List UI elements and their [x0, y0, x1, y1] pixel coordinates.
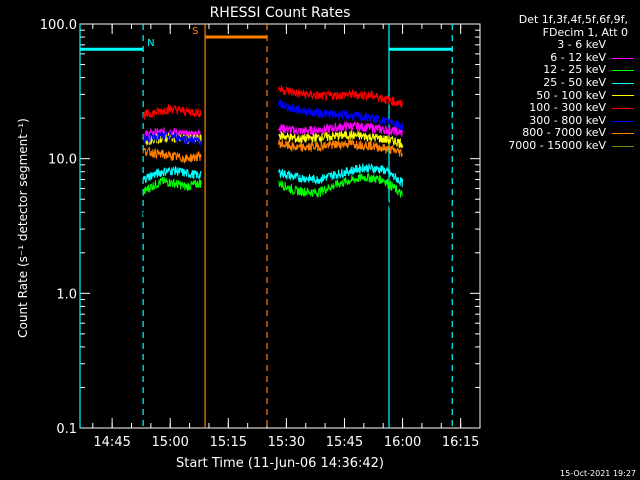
legend-swatch: [612, 133, 634, 135]
legend-label: 100 - 300 keV: [529, 101, 606, 115]
legend-swatch: [612, 107, 634, 109]
series-line: [278, 162, 404, 188]
plot-frame: [79, 23, 481, 429]
legend-entry: 25 - 50 keV: [482, 75, 634, 90]
legend-swatch: [612, 57, 634, 59]
legend-entry: 800 - 7000 keV: [482, 127, 634, 140]
legend-label: 12 - 25 keV: [543, 63, 606, 77]
legend-swatch: [612, 44, 634, 47]
x-axis-label: Start Time (11-Jun-06 14:36:42): [176, 456, 384, 471]
series-line: [278, 137, 404, 158]
legend-swatch: [612, 95, 634, 97]
legend-header-line1: Det 1f,3f,4f,5f,6f,9f,: [518, 13, 628, 26]
legend-entry: 50 - 100 keV: [482, 88, 634, 103]
y-tick-label: 10.0: [48, 153, 77, 168]
x-tick-label: 15:30: [268, 435, 305, 450]
legend-swatch: [612, 120, 634, 122]
legend-label: 50 - 100 keV: [536, 88, 606, 102]
legend-label: 7000 - 15000 keV: [508, 138, 606, 152]
series-line: [278, 85, 403, 109]
series-line: [142, 103, 202, 120]
series-line: [142, 198, 202, 219]
chart-axes: 0.1 1.0 10.0 100.0 14:45 15:00 15:15 15:30 15:45…: [40, 18, 481, 450]
legend-entry: 12 - 25 keV: [482, 64, 634, 77]
x-tick-label: 16:00: [384, 435, 421, 450]
legend-label: 300 - 800 keV: [529, 113, 606, 127]
legend-label: 800 - 7000 keV: [522, 126, 606, 140]
series-line: [278, 120, 403, 137]
series-line: [142, 166, 202, 184]
attenuator-annotations: NS: [79, 24, 453, 428]
chart-title: RHESSI Count Rates: [210, 5, 351, 21]
y-tick-label: 100.0: [40, 18, 77, 33]
legend-entry: 100 - 300 keV: [482, 102, 634, 115]
series-line: [142, 130, 202, 146]
y-axis-label: Count Rate (s⁻¹ detector segment⁻¹): [16, 118, 30, 338]
legend-entries: 3 - 6 keV 6 - 12 keV 12 - 25 keV 25 - 50 ke…: [482, 39, 634, 152]
series-line: [142, 176, 202, 197]
x-tick-label: 14:45: [93, 435, 130, 450]
series-line: [142, 146, 202, 164]
legend-entry: 7000 - 15000 keV: [482, 138, 634, 153]
legend-entry: 300 - 800 keV: [482, 113, 634, 128]
x-tick-label: 15:15: [210, 435, 247, 450]
series-line: [278, 173, 404, 199]
x-tick-label: 15:00: [151, 435, 188, 450]
legend-header-line2: FDecim 1, Att 0: [542, 25, 628, 39]
y-tick-label: 1.0: [56, 287, 77, 302]
annotation-label: N: [147, 38, 154, 49]
series-line: [278, 129, 404, 149]
legend: Det 1f,3f,4f,5f,6f,9f, FDecim 1, Att 0 3…: [482, 13, 634, 153]
legend-entry: 3 - 6 keV: [482, 39, 634, 52]
legend-label: 3 - 6 keV: [557, 38, 606, 52]
legend-entry: 6 - 12 keV: [482, 50, 634, 65]
series-line: [278, 192, 404, 222]
legend-label: 25 - 50 keV: [543, 75, 606, 89]
legend-swatch: [612, 145, 634, 147]
x-tick-label: 16:15: [442, 435, 479, 450]
x-tick-label: 15:45: [326, 435, 363, 450]
series-line: [278, 98, 404, 130]
legend-label: 6 - 12 keV: [550, 50, 606, 64]
timestamp: 15-Oct-2021 19:27: [560, 469, 636, 478]
y-tick-label: 0.1: [56, 422, 77, 437]
legend-swatch: [612, 82, 634, 84]
legend-swatch: [612, 70, 634, 72]
annotation-label: S: [192, 26, 198, 37]
chart-series: [142, 85, 404, 222]
